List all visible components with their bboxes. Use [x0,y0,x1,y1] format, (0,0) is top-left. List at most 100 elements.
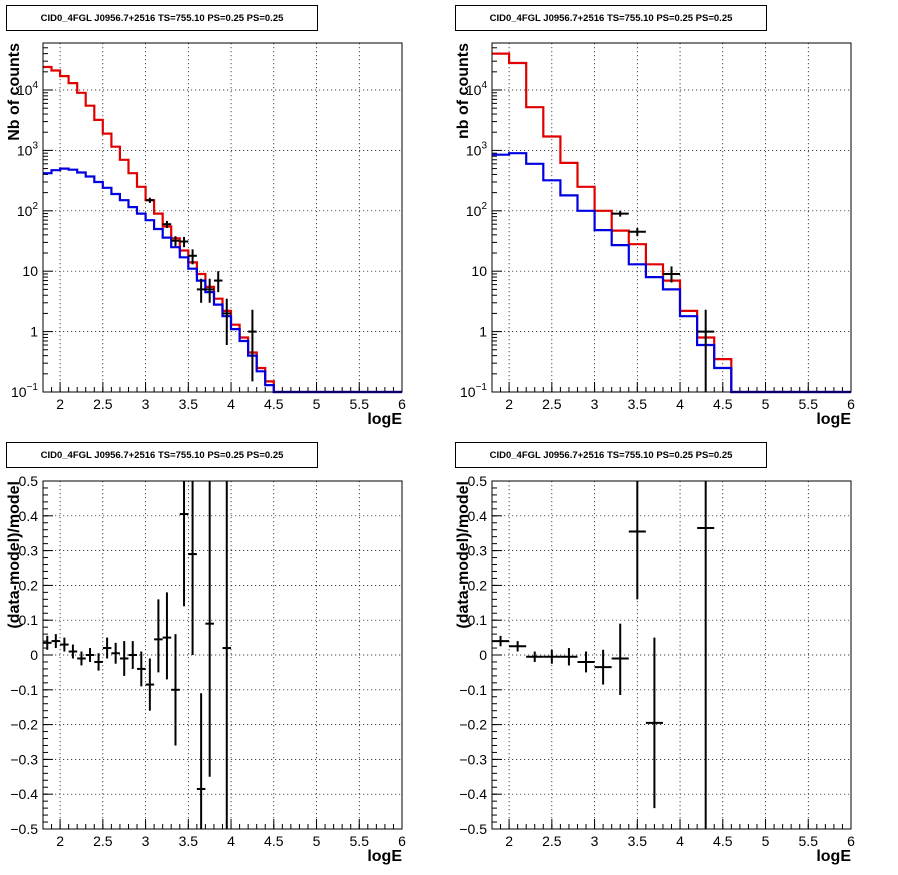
data-point [628,227,646,237]
data-point [162,220,172,228]
y-tick-label: 102 [17,201,39,219]
y-tick-label: 103 [17,140,39,158]
data-point [145,197,155,203]
x-tick-label: 2.5 [93,833,113,849]
data-point [543,649,561,664]
x-tick-label: 5 [313,833,321,849]
plot-frame [42,480,403,830]
x-tick-label: 3 [591,833,599,849]
data-point [222,481,232,829]
x-tick-label: 3 [142,396,150,412]
y-tick-label: −0.1 [10,682,38,698]
x-tick-label: 2 [505,396,513,412]
data-point [492,635,510,647]
plot-area [43,481,402,829]
x-tick-label: 5 [313,396,321,412]
data-point [196,278,206,303]
y-tick-label: 104 [17,80,39,98]
data-point [205,278,214,303]
x-tick-label: 4 [676,396,684,412]
x-tick-label: 3.5 [628,396,648,412]
panel-3-title: CID0_4FGL J0956.7+2516 TS=755.10 PS=0.25… [6,442,318,468]
x-tick-label: 6 [847,396,855,412]
data-point [560,648,578,666]
y-tick-label: 0.2 [468,577,488,593]
x-tick-label: 3.5 [628,833,648,849]
panel-2-title: CID0_4FGL J0956.7+2516 TS=755.10 PS=0.25… [455,5,767,31]
x-tick-label: 4.5 [713,396,733,412]
y-tick-label: 0.3 [19,543,39,559]
data-point [43,635,52,650]
y-tick-label: 10 [22,263,38,279]
x-tick-label: 5 [762,833,770,849]
panel-3: 2 2.5 3 3.5 4 4.5 5 5.5 6 −0.5 −0.4 −0.3 −0.2 −0.1 0 0.… [6,473,406,865]
x-tick-label: 3.5 [179,396,199,412]
data-point [213,271,223,293]
data-point [162,592,172,680]
x-tick-label: 3.5 [179,833,199,849]
plot-area [492,43,851,392]
x-tick-label: 4.5 [713,833,733,849]
x-tick-label: 2.5 [93,396,113,412]
plot-frame [42,42,403,393]
plot-frame [491,480,852,830]
x-tick-label: 2 [56,833,64,849]
y-tick-label: 0.1 [468,612,488,628]
data-point [509,641,527,652]
y-axis-title: Nb of counts [6,43,23,141]
data-point [179,481,189,607]
data-point [128,641,138,669]
x-tick-label: 4.5 [264,396,284,412]
data-point [611,623,629,696]
y-tick-label: 0.4 [468,508,488,524]
data-point [77,651,86,666]
data-point [196,693,206,829]
y-tick-label: −0.2 [10,717,38,733]
y-tick-label: 0.2 [19,577,39,593]
data-point [205,481,214,777]
y-tick-label: 10−1 [11,382,38,400]
y-tick-label: 0 [30,647,38,663]
data-point [188,249,197,265]
y-tick-label: −0.4 [10,786,38,802]
y-tick-label: 1 [30,324,38,340]
x-axis-title: logE [367,411,402,428]
y-tick-label: −0.5 [10,821,38,837]
x-axis-title: logE [367,848,402,865]
x-tick-label: 2.5 [542,396,562,412]
x-tick-label: 5 [762,396,770,412]
x-tick-label: 2 [505,833,513,849]
x-tick-label: 4 [676,833,684,849]
data-point [577,651,595,673]
y-tick-label: 0.3 [468,543,488,559]
data-point [645,637,663,809]
x-tick-label: 3 [142,833,150,849]
y-tick-label: 10 [471,263,487,279]
y-axis-title: (data-model)/model [6,481,23,629]
panel-4: 2 2.5 3 3.5 4 4.5 5 5.5 6 −0.5 −0.4 −0.3 −0.2 −0.1 0 0.… [455,473,855,865]
data-point [697,309,715,392]
plot-area [43,43,402,392]
data-point [154,599,163,673]
data-point [102,637,112,659]
data-point [51,634,61,649]
y-axis-title: (data-model)/model [455,481,472,629]
y-tick-label: −0.3 [10,751,38,767]
data-point [697,481,715,829]
x-axis-title: logE [816,848,851,865]
x-tick-label: 5.5 [350,396,370,412]
data-point [248,309,257,382]
x-tick-label: 5.5 [350,833,370,849]
y-tick-label: −0.4 [459,786,487,802]
y-tick-label: 102 [466,201,488,219]
y-axis-title: nb of counts [455,43,472,139]
y-tick-label: 0.5 [468,473,488,489]
y-tick-label: −0.1 [459,682,487,698]
data-point [662,266,681,283]
data-point [188,481,197,655]
y-tick-label: 103 [466,140,488,158]
x-tick-label: 2 [56,396,64,412]
data-point [171,634,180,746]
x-tick-label: 6 [398,833,406,849]
